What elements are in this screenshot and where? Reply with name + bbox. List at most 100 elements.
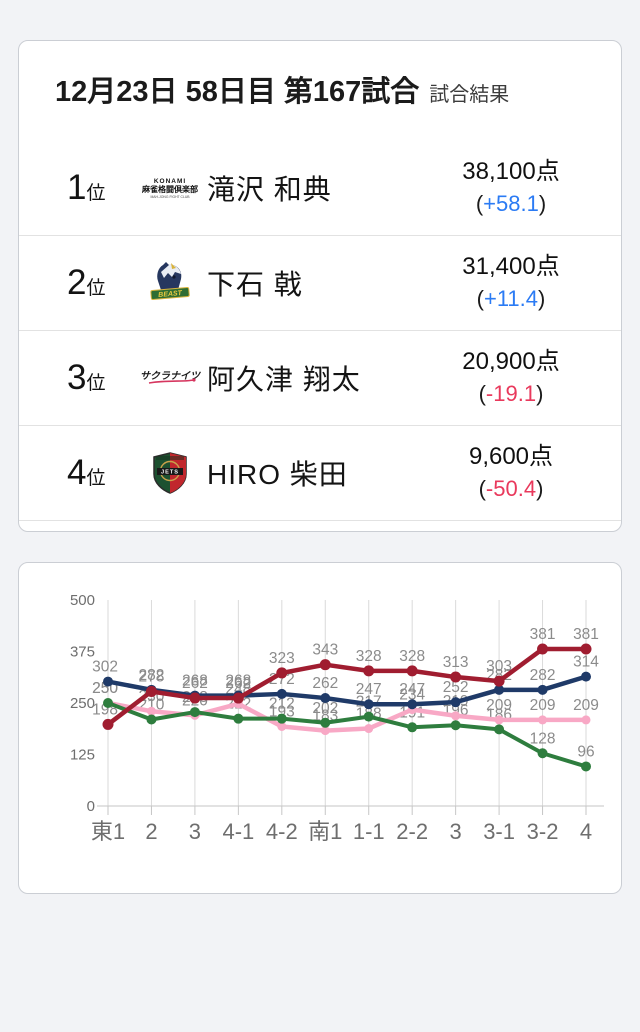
- player-name: 滝沢 和典: [207, 173, 332, 205]
- data-label: 262: [182, 675, 208, 692]
- data-label: 247: [399, 681, 425, 698]
- player-name: 下石 戟: [207, 268, 303, 300]
- data-point: [146, 706, 156, 716]
- data-point: [276, 688, 287, 699]
- data-point: [103, 676, 113, 687]
- x-tick-label: 4-1: [222, 819, 254, 844]
- player-name: 阿久津 翔太: [207, 363, 361, 395]
- data-point: [494, 723, 505, 734]
- data-point: [277, 721, 287, 731]
- data-label: 282: [139, 666, 165, 683]
- data-point: [363, 664, 375, 676]
- svg-text:BEAST: BEAST: [158, 289, 183, 298]
- svg-text:麻雀格闘倶楽部: 麻雀格闘倶楽部: [141, 184, 198, 194]
- result-row: 4位 JETS HIRO 柴田 9,600点 (-50.4): [19, 426, 621, 521]
- result-row: 1位 KONAMI 麻雀格闘倶楽部 MAH-JONG FIGHT CLUB 滝沢…: [19, 141, 621, 236]
- y-tick-label: 0: [87, 798, 95, 815]
- data-point: [103, 697, 113, 708]
- player-points: 20,900点: [462, 348, 560, 376]
- series-line: [106, 646, 586, 726]
- data-point: [319, 658, 331, 670]
- rank-cell: 1位: [67, 168, 133, 208]
- player-delta: (+11.4): [476, 285, 546, 311]
- data-label: 268: [182, 672, 208, 689]
- data-point: [364, 723, 374, 733]
- data-point: [494, 714, 504, 724]
- team-logo-beast: BEAST: [133, 260, 207, 306]
- x-tick-label: 4: [580, 819, 592, 844]
- score-progression-chart: 0 125 250 375 500 東1 2 3 4-1 4-2 南1 1-1 2-2 3 3-1 3-2 4 2…: [70, 592, 604, 844]
- data-label: 128: [530, 730, 556, 747]
- data-label: 193: [269, 703, 295, 720]
- jets-logo: JETS: [153, 451, 187, 494]
- data-label: 303: [486, 658, 512, 675]
- data-point: [320, 717, 331, 728]
- result-row: 2位 BEAST 下石 戟 31,400点 (+11.4): [19, 236, 621, 331]
- score-cell: 31,400点 (+11.4): [427, 251, 595, 313]
- data-label: 302: [92, 658, 118, 675]
- data-point: [363, 711, 374, 722]
- score-cell: 38,100点 (+58.1): [427, 156, 595, 218]
- sakura-knights-logo: サクラナイツ: [140, 370, 202, 384]
- data-label: 381: [530, 626, 556, 643]
- data-point: [450, 671, 462, 683]
- x-tick-label: 1-1: [353, 819, 385, 844]
- svg-text:KONAMI: KONAMI: [154, 178, 186, 185]
- rank-number: 4: [67, 452, 87, 492]
- series-line: [107, 673, 587, 706]
- player-delta: (-50.4): [478, 475, 544, 501]
- ranking-list: 1位 KONAMI 麻雀格闘倶楽部 MAH-JONG FIGHT CLUB 滝沢…: [19, 141, 621, 521]
- data-point: [493, 675, 505, 687]
- x-tick-label: 3-1: [483, 819, 515, 844]
- data-point: [537, 643, 549, 655]
- y-tick-label: 500: [70, 592, 95, 609]
- data-label: 96: [577, 743, 594, 760]
- x-tick-label: 東1: [91, 819, 125, 844]
- rank-number: 3: [67, 357, 87, 397]
- data-point: [320, 725, 330, 735]
- data-point: [276, 666, 288, 678]
- data-point: [450, 719, 461, 730]
- data-point: [494, 684, 505, 695]
- match-title: 12月23日 58日目 第167試合: [55, 76, 420, 108]
- data-label: 328: [399, 647, 425, 664]
- konami-mahjong-fight-club-logo: KONAMI 麻雀格闘倶楽部 MAH-JONG FIGHT CLUB: [141, 178, 198, 199]
- data-label: 381: [573, 626, 599, 643]
- team-logo-sakura: サクラナイツ: [133, 356, 207, 400]
- data-point: [406, 664, 418, 676]
- match-subtitle: 試合結果: [429, 84, 510, 106]
- x-tick-label: 南1: [308, 819, 342, 844]
- team-logo-konami: KONAMI 麻雀格闘倶楽部 MAH-JONG FIGHT CLUB: [133, 166, 207, 210]
- data-point: [407, 698, 418, 709]
- score-chart-card: 0 125 250 375 500 東1 2 3 4-1 4-2 南1 1-1 2-2 3 3-1 3-2 4 2…: [18, 561, 622, 894]
- y-tick-label: 250: [70, 695, 95, 712]
- rank-number: 1: [67, 167, 87, 207]
- rank-suffix: 位: [86, 372, 106, 394]
- data-label: 262: [225, 675, 251, 692]
- data-point: [581, 671, 591, 682]
- data-point: [189, 706, 200, 717]
- data-point: [537, 747, 548, 758]
- x-tick-label: 3: [189, 819, 201, 844]
- player-name: HIRO 柴田: [207, 458, 348, 490]
- beast-japanext-logo: BEAST: [150, 261, 190, 300]
- data-label: 209: [573, 696, 599, 713]
- data-label: 252: [443, 679, 469, 696]
- data-point: [276, 713, 287, 724]
- data-point: [580, 643, 592, 655]
- data-point: [538, 714, 548, 724]
- player-points: 31,400点: [462, 253, 560, 281]
- data-label: 268: [225, 672, 251, 689]
- y-tick-label: 375: [70, 643, 95, 660]
- rank-cell: 2位: [67, 263, 133, 303]
- rank-suffix: 位: [86, 277, 106, 299]
- x-tick-label: 3-2: [527, 819, 559, 844]
- data-point: [450, 696, 461, 707]
- player-delta: (+58.1): [475, 190, 547, 216]
- player-points: 9,600点: [468, 443, 554, 471]
- data-point: [581, 714, 591, 724]
- data-label: 323: [269, 649, 295, 666]
- data-label: 313: [443, 654, 469, 671]
- data-label: 262: [312, 675, 338, 692]
- svg-text:JETS: JETS: [161, 469, 179, 475]
